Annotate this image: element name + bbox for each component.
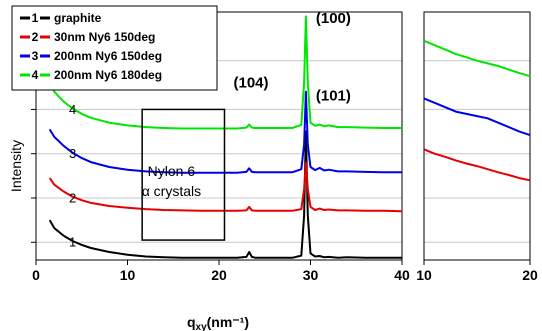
annotation-label: Nylon 6	[148, 163, 196, 179]
inset-gridlines	[424, 60, 530, 243]
x-tick-label: 30	[303, 267, 319, 283]
series-number-label: 4	[69, 102, 76, 117]
legend-label: graphite	[54, 11, 102, 25]
main-annotations: (100) (101) (104) Nylon 6 α crystals	[142, 10, 351, 199]
series-line-2	[48, 161, 403, 213]
main-x-ticks: 0 10 20 30 40	[32, 260, 410, 283]
annotation-label: (100)	[316, 10, 351, 27]
x-axis-title-sub: xy	[196, 322, 208, 331]
x-axis-title: qxy(nm⁻¹)	[187, 314, 249, 331]
series-number-label: 3	[69, 146, 76, 161]
inset-x-tick-label: 20	[522, 267, 538, 283]
y-axis-title: Intensity	[8, 140, 24, 192]
series-number-labels: 1 2 3 4	[69, 102, 76, 250]
inset-series-line	[423, 97, 531, 137]
legend: 1 graphite 2 30nm Ny6 150deg 3 200nm Ny6 150d…	[11, 5, 218, 91]
inset-series-group	[423, 39, 531, 182]
x-tick-label: 0	[32, 267, 40, 283]
inset-plot-frame	[423, 11, 531, 261]
legend-key: 3	[32, 49, 39, 63]
annotation-label: (101)	[316, 88, 351, 105]
series-number-label: 2	[69, 190, 76, 205]
annotation-label: α crystals	[142, 183, 201, 199]
nylon6-region-box	[141, 108, 226, 241]
x-tick-label: 40	[394, 267, 410, 283]
legend-key: 4	[32, 68, 39, 82]
legend-label: 200nm Ny6 180deg	[54, 68, 162, 82]
x-axis-title-unit: (nm⁻¹)	[207, 314, 249, 330]
series-line-1	[48, 130, 402, 259]
legend-label: 30nm Ny6 150deg	[54, 30, 155, 44]
annotation-label: (104)	[234, 74, 269, 91]
x-tick-label: 20	[211, 267, 227, 283]
series-line-3	[48, 90, 402, 174]
main-series-group	[48, 15, 403, 259]
legend-label: 200nm Ny6 150deg	[54, 49, 162, 63]
legend-key: 2	[32, 30, 39, 44]
x-tick-label: 10	[120, 267, 136, 283]
inset-x-tick-label: 10	[416, 267, 432, 283]
inset-series-line	[423, 39, 531, 78]
inset-plot: 10 20	[416, 11, 538, 283]
inset-x-ticks: 10 20	[416, 260, 538, 283]
main-plot: 0 10 20 30 40 (100) (101) (104) Nylon 6 α crysta…	[8, 5, 410, 331]
legend-key: 1	[32, 11, 39, 25]
series-number-label: 1	[69, 235, 76, 250]
x-axis-title-main: q	[187, 314, 196, 330]
inset-series-line	[423, 148, 531, 182]
series-line-4	[48, 15, 402, 130]
